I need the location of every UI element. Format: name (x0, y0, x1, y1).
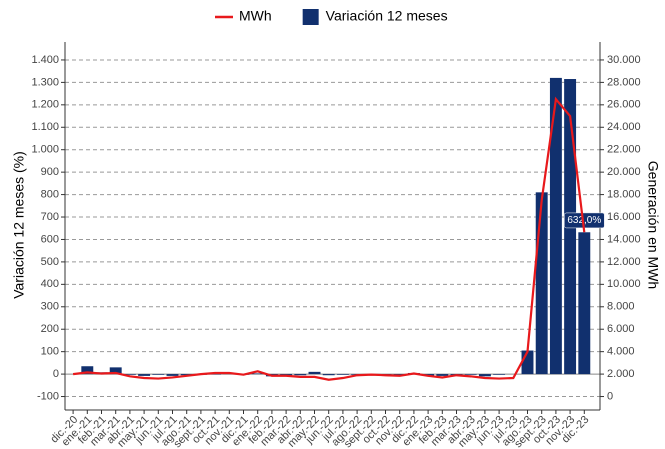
bar (109, 367, 122, 375)
y2-tick-label: 2.000 (607, 368, 635, 380)
legend-label: Variación 12 meses (326, 8, 448, 24)
bar (308, 371, 321, 375)
y2-tick-label: 16.000 (607, 211, 641, 223)
y2-axis-title: Generación en MWh (645, 161, 661, 289)
bar (166, 374, 179, 376)
y2-tick-label: 12.000 (607, 256, 641, 268)
y2-tick-label: 22.000 (607, 144, 641, 156)
value-label-text: 632,0% (567, 215, 601, 226)
bar (464, 374, 477, 375)
legend-swatch (302, 9, 319, 25)
y-tick-label: 1.200 (31, 99, 59, 111)
y2-tick-label: 20.000 (607, 166, 641, 178)
y-tick-label: 800 (41, 188, 59, 200)
bar (152, 374, 165, 375)
y2-tick-label: 24.000 (607, 121, 641, 133)
y-tick-label: 100 (41, 346, 59, 358)
y2-tick-label: 8.000 (607, 301, 635, 313)
y2-tick-label: 28.000 (607, 76, 641, 88)
y-tick-label: 1.000 (31, 144, 59, 156)
y-tick-label: 900 (41, 166, 59, 178)
y-tick-label: 400 (41, 278, 59, 290)
bar (81, 366, 94, 375)
y2-tick-label: 26.000 (607, 99, 641, 111)
y2-tick-label: 6.000 (607, 323, 635, 335)
bar (549, 77, 562, 375)
legend-label: MWh (239, 8, 272, 24)
bar (123, 374, 136, 375)
bar (478, 374, 491, 377)
y-tick-label: 1.400 (31, 54, 59, 66)
bar (251, 373, 264, 375)
y2-tick-label: 4.000 (607, 346, 635, 358)
bar (180, 374, 193, 376)
y-tick-label: 200 (41, 323, 59, 335)
y-tick-label: -100 (37, 390, 59, 402)
y-tick-label: 1.100 (31, 121, 59, 133)
y2-tick-label: 18.000 (607, 188, 641, 200)
y-tick-label: 300 (41, 301, 59, 313)
bar (535, 192, 548, 375)
bar (294, 374, 307, 376)
bar (521, 350, 534, 375)
y-axis-title: Variación 12 meses (%) (11, 151, 27, 299)
line (72, 96, 586, 381)
y-tick-label: 600 (41, 233, 59, 245)
y-tick-label: 0 (53, 368, 59, 380)
y-tick-label: 700 (41, 211, 59, 223)
y-tick-label: 1.300 (31, 76, 59, 88)
y2-tick-label: 0 (607, 390, 613, 402)
bar (436, 374, 449, 376)
bar (578, 232, 591, 375)
y2-tick-label: 30.000 (607, 54, 641, 66)
bar (138, 374, 151, 376)
y2-tick-label: 10.000 (607, 278, 641, 290)
y2-tick-label: 14.000 (607, 233, 641, 245)
bar (493, 374, 506, 375)
y-tick-label: 500 (41, 256, 59, 268)
bar (322, 374, 335, 376)
bar (336, 374, 349, 375)
